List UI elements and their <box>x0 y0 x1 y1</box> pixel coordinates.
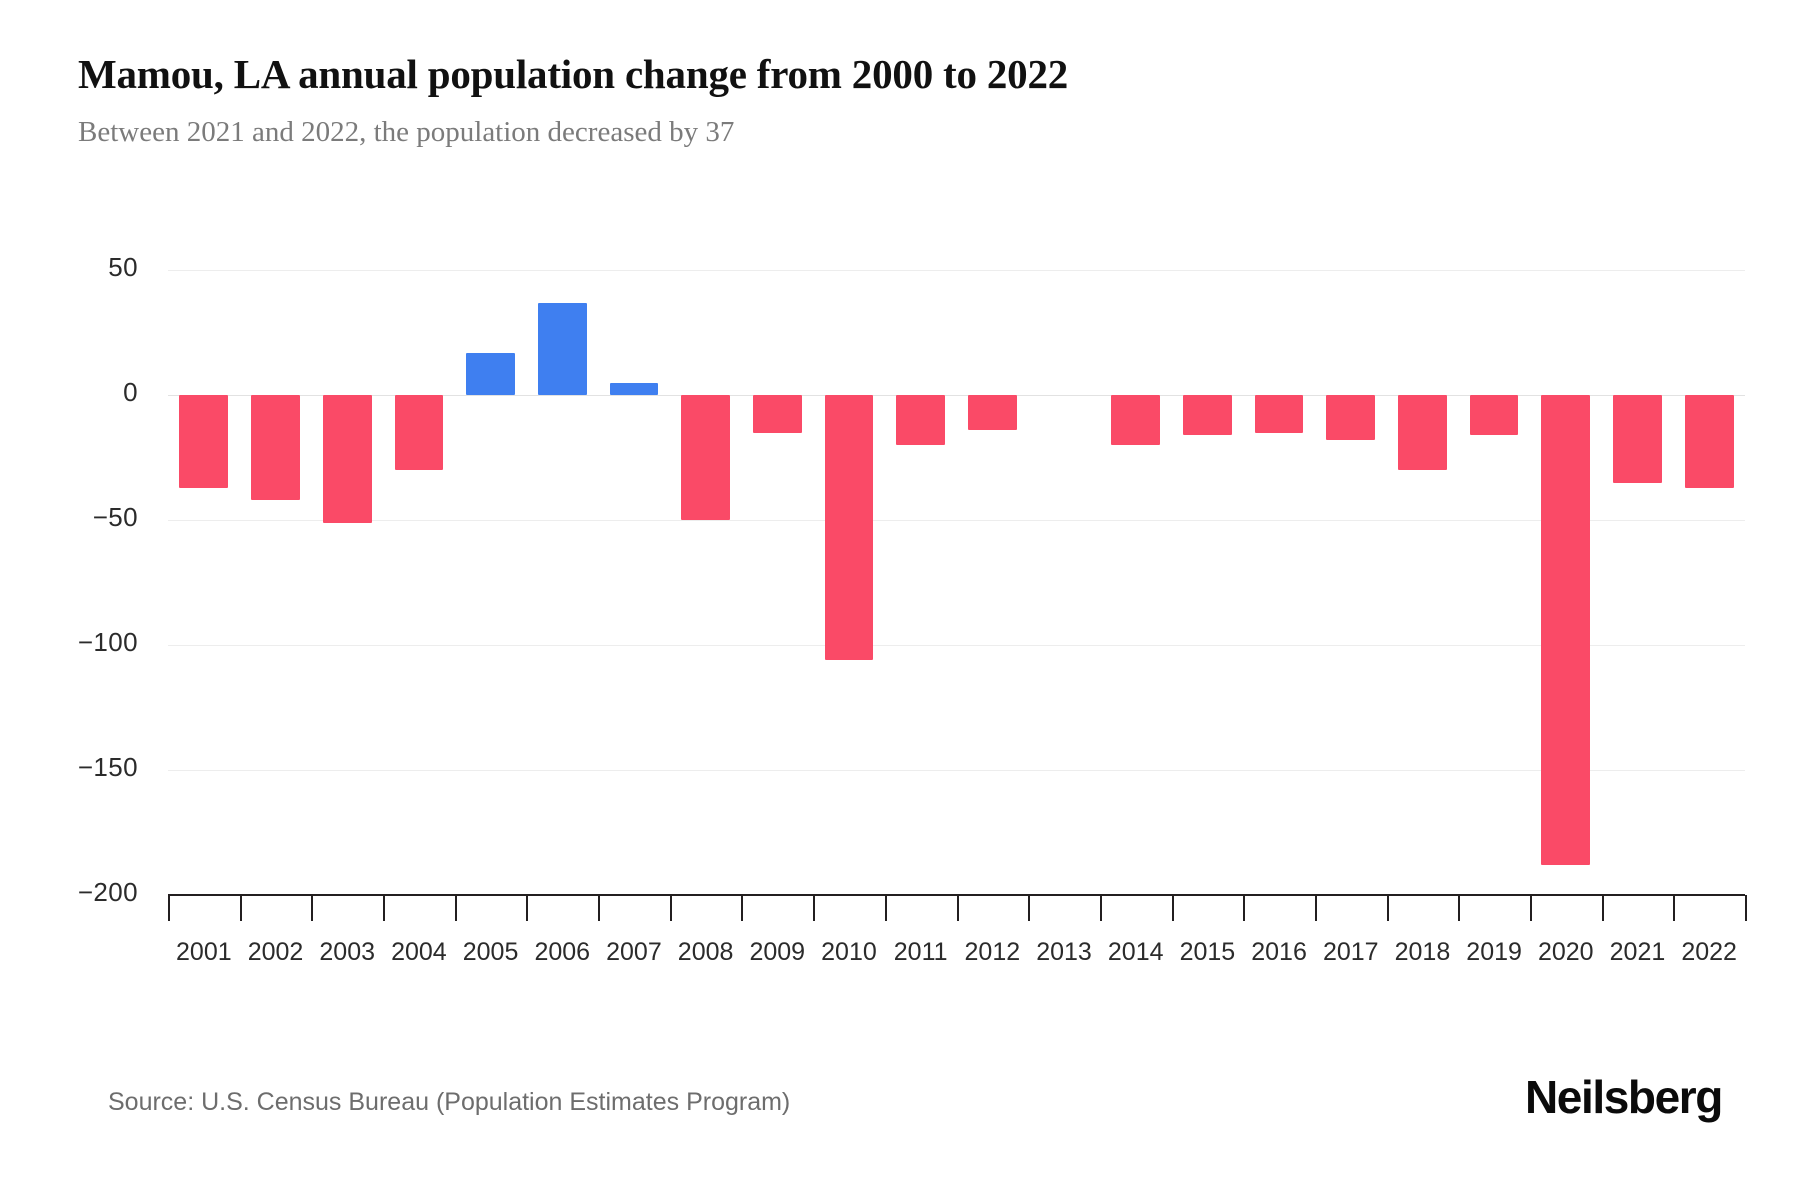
bar-2007[interactable] <box>609 382 659 395</box>
x-axis-tick-label-2008: 2008 <box>677 938 734 966</box>
x-axis-tickmark <box>1458 895 1461 921</box>
bar-2017[interactable] <box>1326 395 1376 440</box>
chart-subtitle: Between 2021 and 2022, the population de… <box>78 115 735 148</box>
x-axis-tickmark <box>168 895 170 921</box>
x-axis-tick-label-2022: 2022 <box>1681 938 1737 966</box>
bar-2008[interactable] <box>681 395 730 520</box>
gridline-50 <box>168 270 1745 271</box>
x-axis-tickmark <box>1099 895 1102 921</box>
x-axis-tick-label-2006: 2006 <box>534 938 591 966</box>
bar-2015[interactable] <box>1183 395 1232 435</box>
bar-2014[interactable] <box>1111 395 1161 445</box>
bar-2018[interactable] <box>1398 395 1447 470</box>
x-axis-tick-label-2018: 2018 <box>1394 938 1451 966</box>
x-axis-tickmark <box>1745 895 1747 921</box>
bar-2011[interactable] <box>896 395 946 445</box>
x-axis-tick-label-2015: 2015 <box>1179 938 1236 966</box>
x-axis-tickmark <box>454 895 457 921</box>
x-axis-tick-label-2021: 2021 <box>1609 938 1666 966</box>
bar-2005[interactable] <box>466 352 515 395</box>
x-axis-tick-label-2019: 2019 <box>1466 938 1522 966</box>
x-axis-tickmark <box>1529 895 1532 921</box>
x-axis-tick-label-2007: 2007 <box>606 938 662 966</box>
bar-2003[interactable] <box>322 395 372 523</box>
x-axis-tick-label-2005: 2005 <box>462 938 519 966</box>
x-axis-tick-label-2010: 2010 <box>821 938 877 966</box>
bar-2021[interactable] <box>1613 395 1662 483</box>
x-axis-tickmark <box>1601 895 1604 921</box>
x-axis-tick-label-2001: 2001 <box>176 938 232 966</box>
y-axis-tick-label: 0 <box>123 377 138 407</box>
gridline-0 <box>168 395 1745 396</box>
x-axis-tickmark <box>1243 895 1246 921</box>
x-axis-tickmark <box>598 895 601 921</box>
x-axis-tickmark <box>741 895 744 921</box>
x-axis-tickmark <box>1314 895 1317 921</box>
bar-2010[interactable] <box>824 395 874 660</box>
x-axis-tick-label-2013: 2013 <box>1036 938 1092 966</box>
brand-logo: Neilsberg <box>1524 1071 1723 1123</box>
bar-2001[interactable] <box>179 395 229 488</box>
bar-2002[interactable] <box>251 395 300 500</box>
x-axis-tickmark <box>526 895 529 921</box>
x-axis-tick-label-2020: 2020 <box>1537 938 1594 966</box>
y-axis-tick-label: 50 <box>108 252 138 282</box>
y-axis-tick-label: −100 <box>77 627 138 657</box>
x-axis-tickmark <box>884 895 887 921</box>
x-axis-tick-label-2002: 2002 <box>247 938 304 966</box>
y-axis-tick-label: −50 <box>92 502 138 532</box>
x-axis-tickmark <box>1386 895 1389 921</box>
bar-2006[interactable] <box>537 302 587 395</box>
gridline--100 <box>168 645 1745 646</box>
x-axis-tick-label-2014: 2014 <box>1107 938 1164 966</box>
gridline--150 <box>168 770 1745 771</box>
y-axis-tick-label: −200 <box>77 877 138 907</box>
x-axis-tickmark <box>956 895 959 921</box>
x-axis-tickmark <box>1171 895 1174 921</box>
bar-2020[interactable] <box>1541 395 1591 865</box>
x-axis-tickmark <box>669 895 672 921</box>
x-axis-tickmark <box>1673 895 1676 921</box>
x-axis-tick-label-2009: 2009 <box>749 938 806 966</box>
bar-2009[interactable] <box>752 395 802 433</box>
x-axis-tick-label-2016: 2016 <box>1251 938 1307 966</box>
x-axis-tick-label-2012: 2012 <box>964 938 1021 966</box>
bar-2022[interactable] <box>1684 395 1734 488</box>
y-axis-tick-label: −150 <box>77 752 138 782</box>
chart-header: Mamou, LA annual population change from … <box>78 51 1740 150</box>
page-title: Mamou, LA annual population change from … <box>78 51 1069 97</box>
x-axis-tickmark <box>1028 895 1031 921</box>
x-axis-tick-label-2003: 2003 <box>319 938 376 966</box>
x-axis-tickmark <box>383 895 386 921</box>
x-axis-tick-label-2017: 2017 <box>1322 938 1379 966</box>
x-axis-tickmark <box>311 895 314 921</box>
bar-2012[interactable] <box>967 395 1017 430</box>
gridline--50 <box>168 520 1745 521</box>
bar-2019[interactable] <box>1469 395 1519 435</box>
x-axis-tickmark <box>239 895 242 921</box>
x-axis-tickmark <box>813 895 816 921</box>
bar-2016[interactable] <box>1254 395 1304 433</box>
source-note: Source: U.S. Census Bureau (Population E… <box>108 1088 791 1116</box>
x-axis-tick-label-2004: 2004 <box>391 938 447 966</box>
x-axis-tick-label-2011: 2011 <box>893 938 948 966</box>
bar-2004[interactable] <box>394 395 444 470</box>
